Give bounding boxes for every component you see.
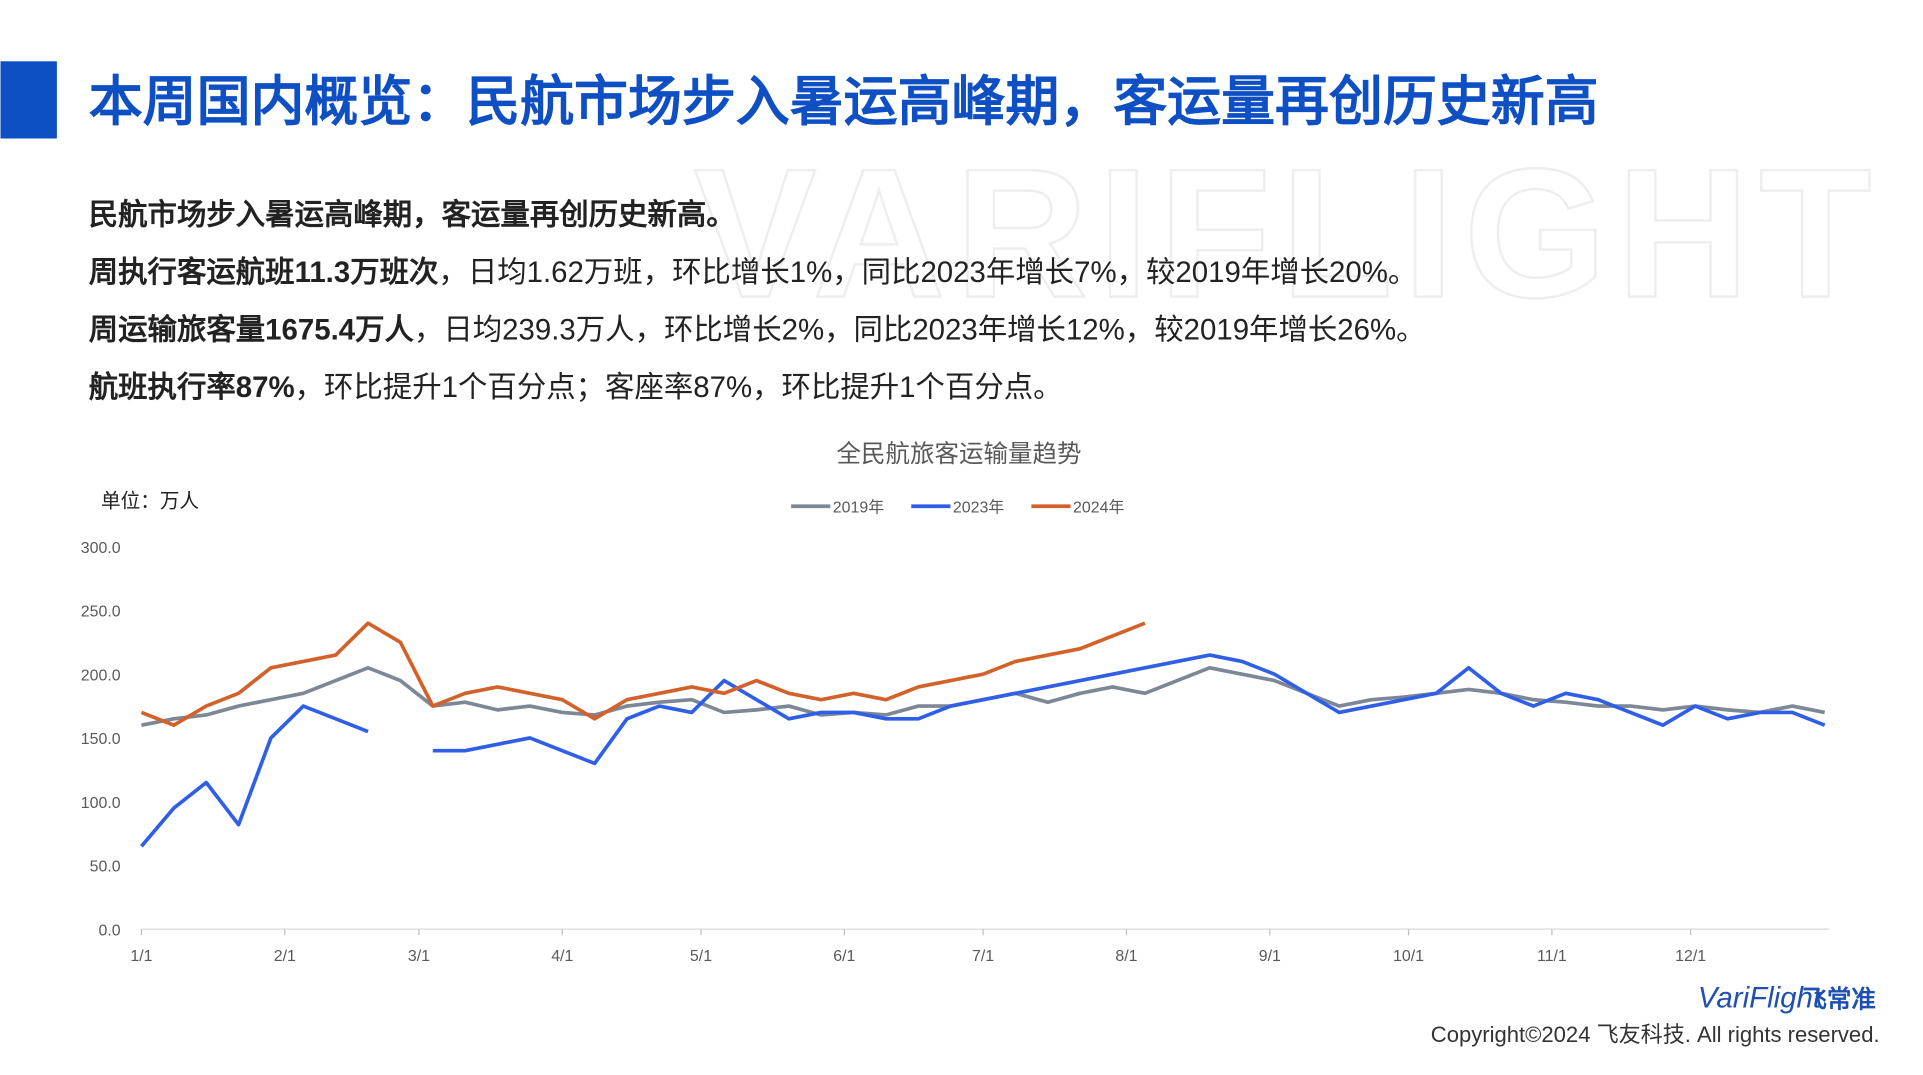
y-tick-label: 200.0 (81, 667, 121, 684)
summary-text: ，日均1.62万班，环比增长1%，同比2023年增长7%，较2019年增长20%… (438, 256, 1417, 289)
y-tick-label: 0.0 (98, 922, 120, 939)
y-tick-label: 250.0 (81, 604, 121, 621)
summary-line: 航班执行率87%，环比提升1个百分点；客座率87%，环比提升1个百分点。 (89, 370, 1063, 404)
y-tick-label: 150.0 (81, 731, 121, 748)
x-tick-label: 3/1 (408, 948, 430, 965)
x-tick-label: 9/1 (1259, 948, 1281, 965)
x-tick-label: 11/1 (1537, 948, 1567, 965)
title-bar (0, 61, 57, 139)
legend-label: 2023年 (953, 498, 1004, 516)
summary-bold: 周运输旅客量1675.4万人 (89, 313, 415, 347)
x-tick-label: 10/1 (1393, 948, 1424, 965)
summary: 民航市场步入暑运高峰期，客运量再创历史新高。周执行客运航班11.3万班次，日均1… (89, 197, 1426, 404)
y-tick-label: 300.0 (81, 540, 121, 557)
copyright: Copyright©2024 飞友科技. All rights reserved… (1431, 1022, 1880, 1047)
x-tick-label: 8/1 (1115, 948, 1137, 965)
y-axis-label: 单位：万人 (101, 490, 199, 512)
x-tick-label: 2/1 (274, 948, 296, 965)
series-line (140, 653, 1826, 848)
chart-title: 全民航旅客运输量趋势 (837, 440, 1082, 468)
series-line (141, 665, 1826, 727)
summary-line: 民航市场步入暑运高峰期，客运量再创历史新高。 (89, 197, 736, 231)
summary-line: 周运输旅客量1675.4万人，日均239.3万人，环比增长2%，同比2023年增… (89, 313, 1426, 347)
x-tick-label: 7/1 (972, 948, 994, 965)
logo: VariFlight (1698, 982, 1823, 1015)
summary-text: ，日均239.3万人，环比增长2%，同比2023年增长12%，较2019年增长2… (414, 314, 1426, 347)
x-tick-label: 12/1 (1675, 948, 1706, 965)
summary-bold: 航班执行率87% (89, 370, 295, 404)
series-line (140, 621, 1146, 728)
legend-label: 2024年 (1073, 498, 1124, 516)
summary-bold: 民航市场步入暑运高峰期，客运量再创历史新高。 (89, 197, 736, 231)
y-tick-label: 100.0 (81, 795, 121, 812)
x-tick-label: 5/1 (690, 948, 712, 965)
x-tick-label: 1/1 (130, 948, 152, 965)
logo-cn: 飞常准 (1802, 986, 1876, 1014)
summary-text: ，环比提升1个百分点；客座率87%，环比提升1个百分点。 (295, 371, 1063, 404)
summary-bold: 周执行客运航班11.3万班次 (89, 255, 439, 289)
y-tick-label: 50.0 (90, 859, 121, 876)
x-tick-label: 6/1 (833, 948, 855, 965)
page-title: 本周国内概览：民航市场步入暑运高峰期，客运量再创历史新高 (89, 72, 1599, 132)
watermark: VARIFLIGHT (694, 131, 1881, 336)
summary-line: 周执行客运航班11.3万班次，日均1.62万班，环比增长1%，同比2023年增长… (89, 255, 1418, 289)
legend-label: 2019年 (833, 498, 884, 516)
x-tick-label: 4/1 (551, 948, 573, 965)
